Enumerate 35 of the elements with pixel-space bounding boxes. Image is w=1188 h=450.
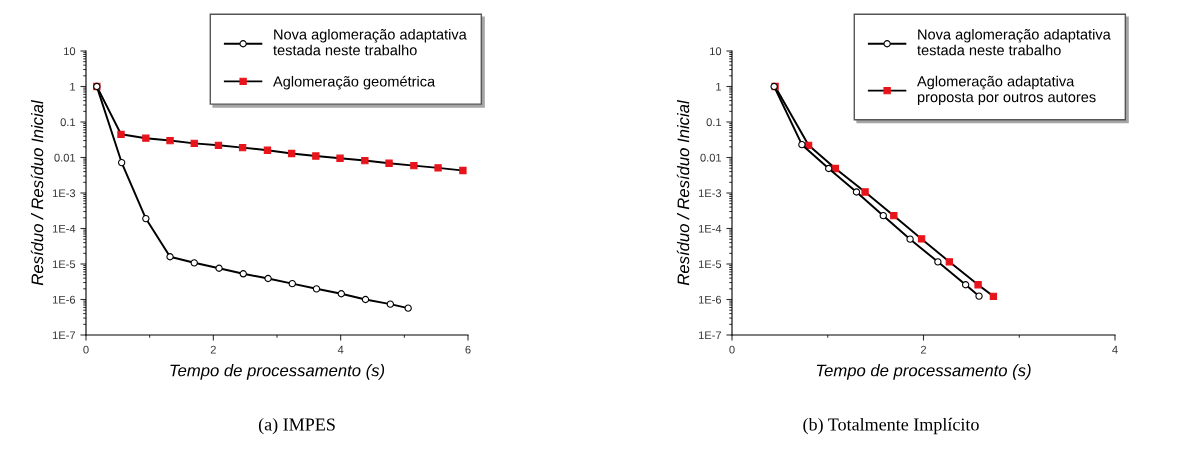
y-tick-label: 0.1 <box>60 118 76 127</box>
x-tick-label: 4 <box>337 345 344 354</box>
y-tick-label: 1E-6 <box>52 295 76 304</box>
y-tick-label: 1 <box>70 82 76 91</box>
y-tick-label: 10 <box>64 47 76 56</box>
y-tick-label: 0.1 <box>706 118 722 127</box>
text: (b) Totalmente Implícito <box>803 417 979 435</box>
y-tick-label: 0.01 <box>700 153 722 162</box>
y-axis-title: Resíduo / Resíduo Inicial <box>676 99 690 286</box>
legend-label: Nova aglomeração adaptativa testada neste trabalho <box>273 28 467 56</box>
y-tick-label: 1E-5 <box>698 260 722 269</box>
y-tick-label: 1 <box>716 82 722 91</box>
legend-label: Nova aglomeração adaptativa testada neste trabalho <box>917 28 1111 56</box>
y-tick-label: 1E-5 <box>52 260 76 269</box>
x-tick-label: 2 <box>920 345 927 354</box>
y-axis-title: Resíduo / Resíduo Inicial <box>30 99 44 286</box>
legend-label: Aglomeração geométrica <box>273 75 436 90</box>
y-tick-label: 1E-3 <box>698 189 722 198</box>
x-tick-label: 4 <box>1112 345 1118 354</box>
legend-label: Aglomeração adaptativa proposta por outros autores <box>917 75 1096 106</box>
x-axis-title: Tempo de processamento (s) <box>816 364 1031 380</box>
y-tick-label: 1E-3 <box>52 189 76 198</box>
y-tick-label: 1E-6 <box>698 295 722 304</box>
text: (a) IMPES <box>258 417 335 435</box>
x-tick-label: 6 <box>465 345 471 354</box>
y-tick-label: 0.01 <box>54 153 76 162</box>
y-tick-label: 1E-4 <box>52 224 76 233</box>
y-tick-label: 1E-4 <box>698 224 722 233</box>
x-tick-label: 0 <box>83 345 89 354</box>
y-tick-label: 1E-7 <box>698 331 722 340</box>
y-tick-label: 1E-7 <box>52 331 76 340</box>
x-axis-title: Tempo de processamento (s) <box>170 364 385 380</box>
y-tick-label: 10 <box>710 47 722 56</box>
x-tick-label: 2 <box>210 345 216 354</box>
x-tick-label: 0 <box>729 345 735 354</box>
